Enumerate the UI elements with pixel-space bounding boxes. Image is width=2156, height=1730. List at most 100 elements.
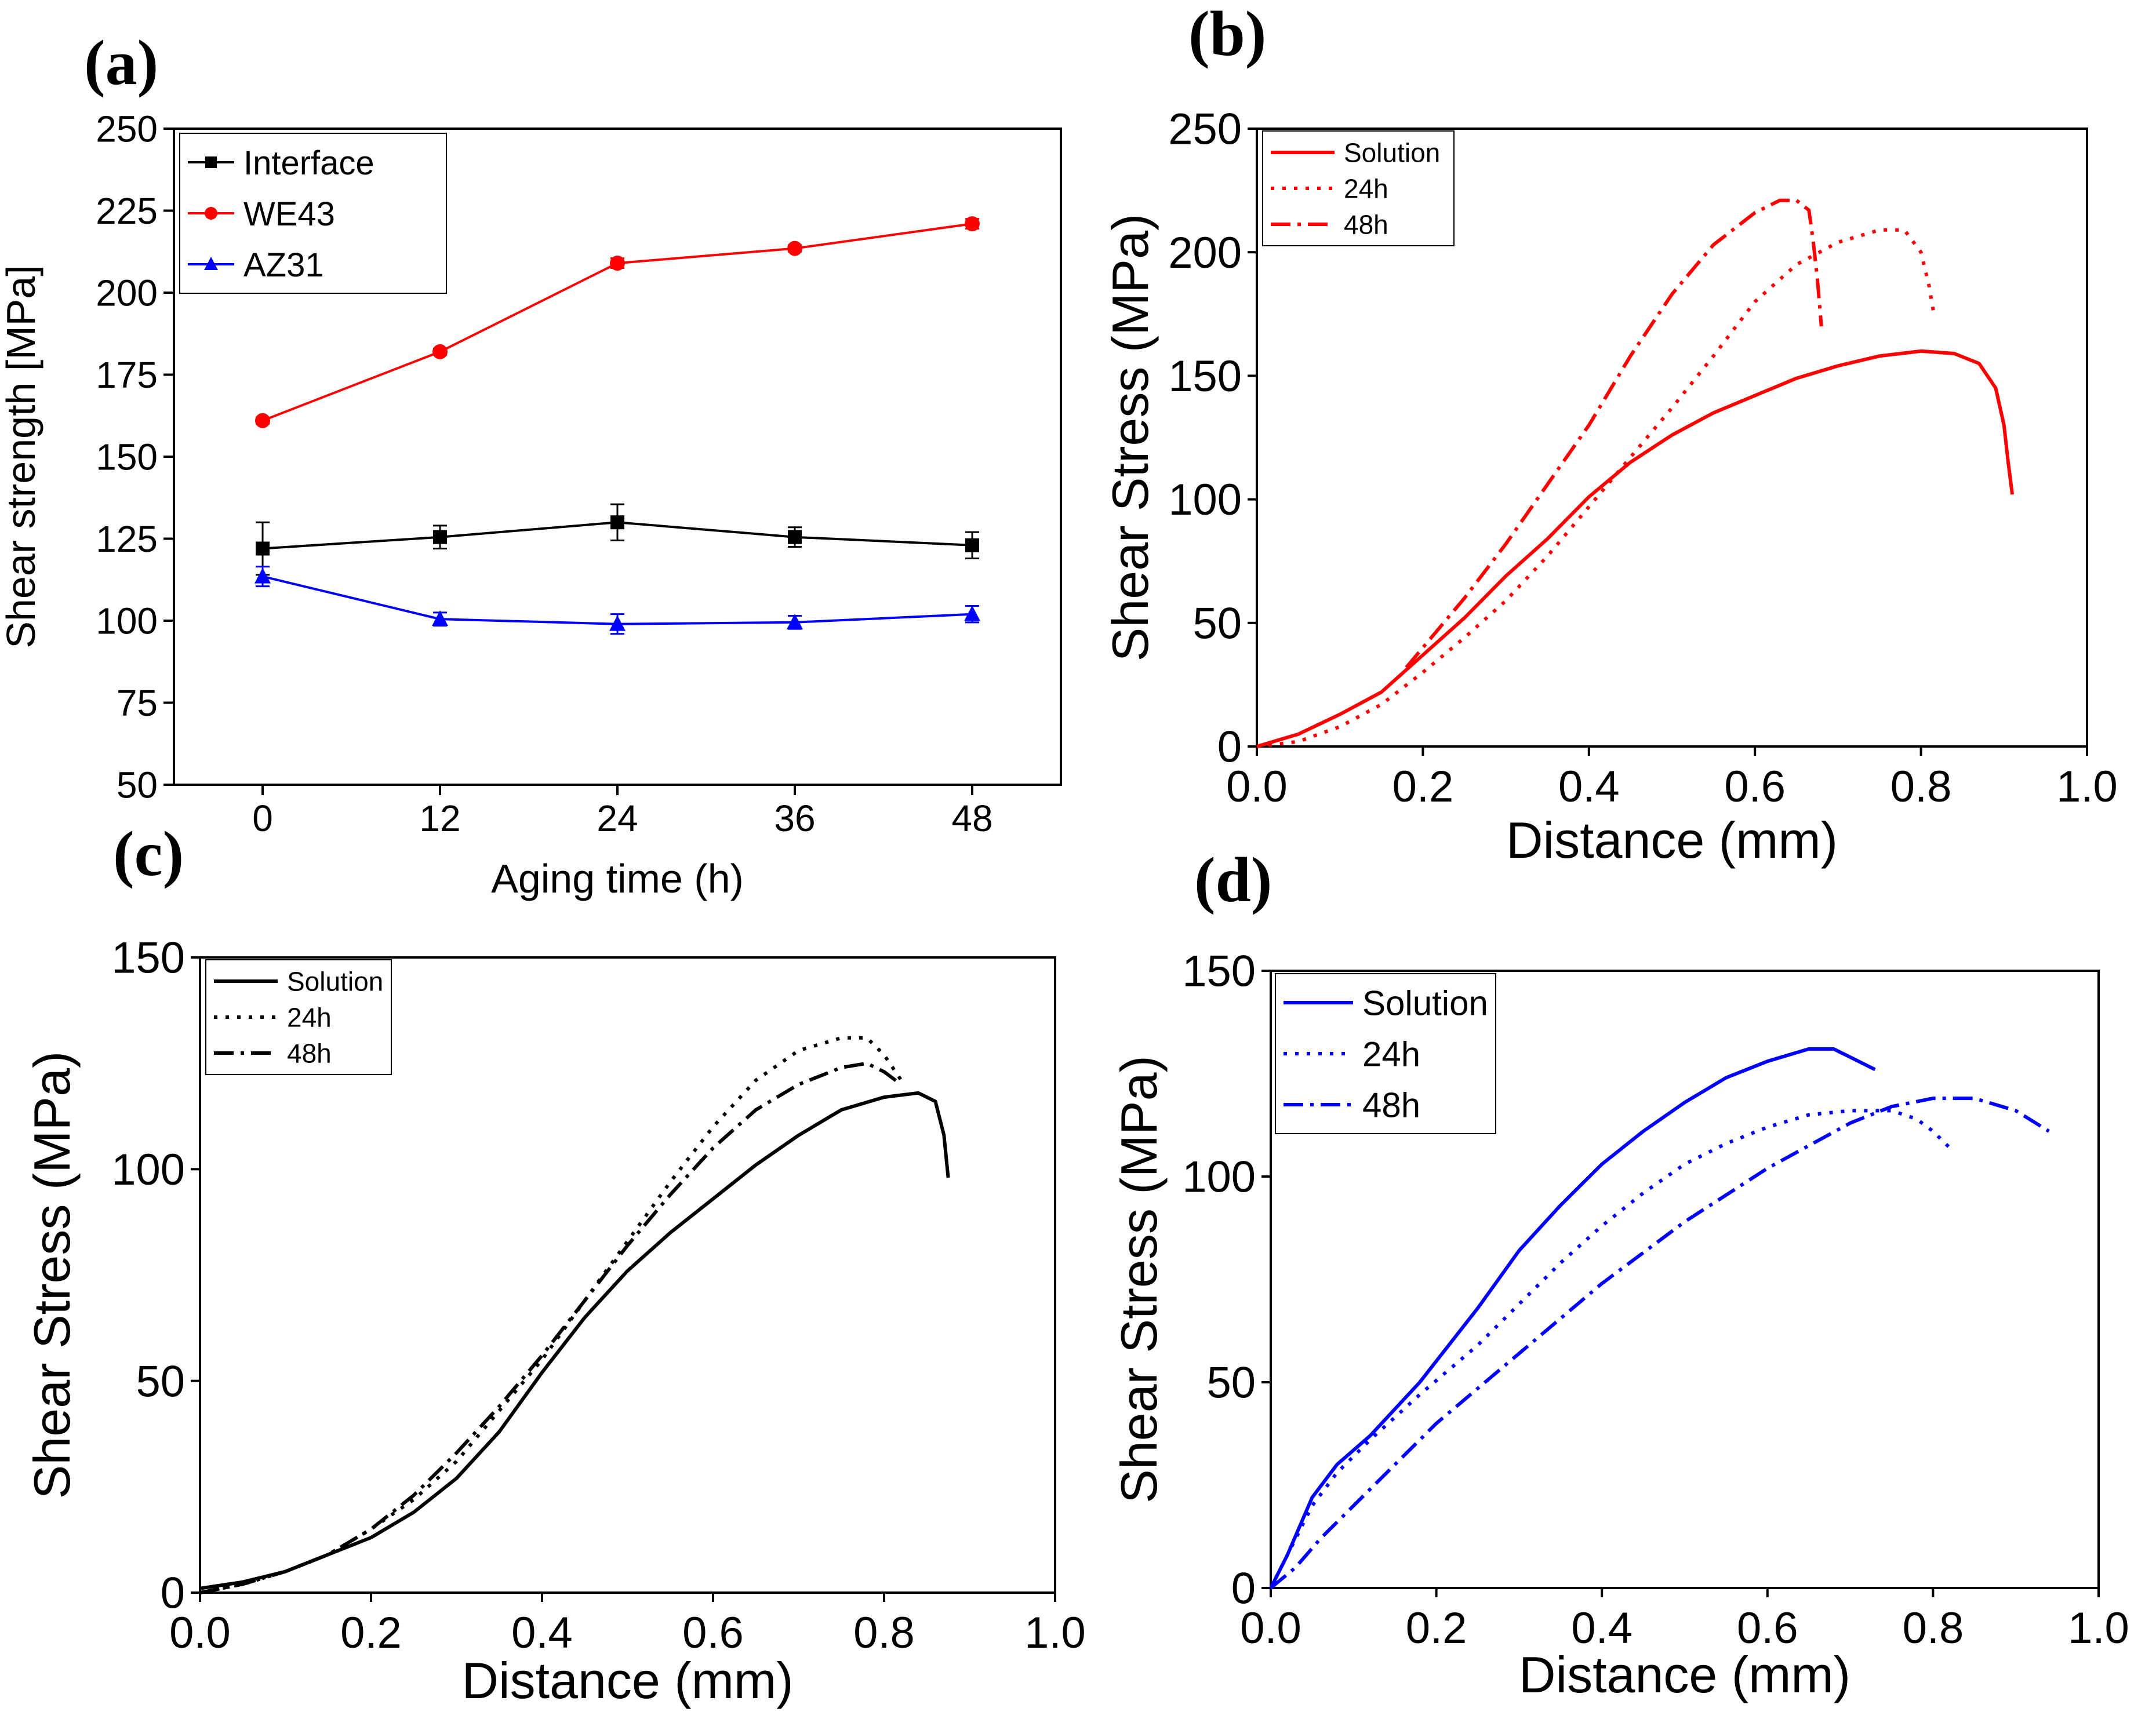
legend: Solution 24h 48h bbox=[1275, 973, 1496, 1134]
data-point bbox=[964, 605, 980, 621]
y-tick-label: 0 bbox=[161, 1569, 185, 1618]
chart-panel-c: (c) 0.0 0.2 0.4 0.6 0.8 1.0 0 50 100 150 Distance (… bbox=[23, 818, 1086, 1709]
series-solution bbox=[1269, 1047, 1876, 1589]
series-solution bbox=[199, 1091, 950, 1590]
chart-panel-d: (d) 0.0 0.2 0.4 0.6 0.8 1.0 0 50 100 150 Distance (… bbox=[1110, 844, 2129, 1703]
y-tick-label: 225 bbox=[96, 190, 158, 232]
series-48h bbox=[199, 1061, 903, 1594]
panel-label: (d) bbox=[1194, 844, 1272, 915]
series-24h bbox=[1256, 228, 1936, 748]
x-tick-label: 36 bbox=[774, 797, 815, 839]
series-line bbox=[199, 1061, 903, 1594]
series-line bbox=[1269, 1047, 1876, 1589]
legend-label: 48h bbox=[1362, 1086, 1420, 1125]
series-line bbox=[1405, 198, 1823, 669]
series-48h bbox=[1405, 198, 1823, 669]
x-tick-label: 1.0 bbox=[2068, 1604, 2129, 1653]
data-point bbox=[432, 344, 448, 359]
legend-label: 48h bbox=[1344, 210, 1388, 240]
x-tick-label: 0.4 bbox=[1558, 762, 1620, 811]
legend: Interface WE43 AZ31 bbox=[179, 133, 447, 294]
x-tick-label: 0.6 bbox=[1724, 762, 1786, 811]
data-point bbox=[787, 613, 803, 629]
legend-box bbox=[205, 959, 392, 1075]
x-tick-label: 12 bbox=[419, 797, 460, 839]
y-tick-label: 100 bbox=[96, 600, 158, 642]
data-point bbox=[432, 610, 448, 627]
data-point bbox=[787, 241, 802, 256]
y-tick-label: 125 bbox=[96, 518, 158, 560]
plot-frame bbox=[1256, 128, 2088, 748]
x-tick-label: 0.2 bbox=[340, 1608, 402, 1658]
x-axis-label: Distance (mm) bbox=[461, 1652, 793, 1709]
data-point bbox=[256, 541, 270, 556]
x-tick-label: 0.8 bbox=[1903, 1604, 1964, 1653]
series-we43 bbox=[255, 216, 980, 428]
y-tick-label: 200 bbox=[1168, 228, 1242, 278]
x-tick-label: 0.2 bbox=[1393, 762, 1454, 811]
plot-frame bbox=[199, 956, 1056, 1594]
panel-label: (b) bbox=[1188, 0, 1266, 69]
series-solution bbox=[1256, 349, 2015, 748]
y-tick-label: 75 bbox=[117, 682, 158, 724]
plot-frame bbox=[1270, 970, 2100, 1589]
data-point bbox=[610, 256, 625, 271]
legend-label: Interface bbox=[243, 144, 375, 182]
y-tick-label: 50 bbox=[1192, 599, 1242, 648]
y-tick-label: 200 bbox=[96, 272, 158, 314]
y-axis-label: Shear Stress (MPa) bbox=[1101, 214, 1159, 662]
x-axis-label: Distance (mm) bbox=[1506, 811, 1838, 869]
x-tick-label: 0.6 bbox=[1737, 1604, 1798, 1653]
series-line bbox=[1270, 1097, 2050, 1590]
x-tick-label: 0.8 bbox=[1890, 762, 1952, 811]
series-line bbox=[1269, 1109, 1951, 1589]
legend: Solution 24h 48h bbox=[1262, 130, 1455, 246]
y-axis-label: Shear Stress (MPa) bbox=[1110, 1055, 1168, 1503]
y-tick-label: 250 bbox=[96, 108, 158, 150]
legend-label: AZ31 bbox=[243, 246, 324, 284]
legend-label: Solution bbox=[1362, 984, 1488, 1023]
data-point bbox=[610, 515, 624, 530]
panel-label: (c) bbox=[113, 818, 184, 889]
legend-marker bbox=[204, 257, 218, 270]
y-tick-label: 50 bbox=[117, 764, 158, 806]
series-24h bbox=[1269, 1109, 1951, 1589]
panel-label: (a) bbox=[84, 27, 158, 98]
x-tick-label: 0 bbox=[252, 797, 273, 839]
series-line bbox=[1256, 228, 1936, 748]
chart-panel-a: (a) 0 12 24 36 48 50 75 100 125 150 175 200 225 250 Agi… bbox=[0, 27, 1062, 901]
x-tick-label: 0.0 bbox=[1226, 762, 1288, 811]
series-24h bbox=[199, 1036, 903, 1594]
data-point bbox=[255, 413, 270, 428]
y-tick-label: 150 bbox=[111, 934, 185, 983]
y-tick-label: 250 bbox=[1168, 105, 1242, 154]
data-point bbox=[965, 538, 979, 552]
series-48h bbox=[1270, 1097, 2050, 1590]
series-line bbox=[1256, 349, 2015, 748]
y-tick-label: 150 bbox=[96, 436, 158, 478]
legend-label: Solution bbox=[287, 967, 383, 997]
legend-label: Solution bbox=[1344, 138, 1440, 168]
data-point bbox=[254, 567, 271, 584]
y-tick-label: 150 bbox=[1182, 947, 1256, 996]
legend-marker bbox=[205, 207, 217, 220]
data-point bbox=[433, 530, 447, 544]
legend-label: WE43 bbox=[243, 195, 335, 233]
y-tick-label: 175 bbox=[96, 354, 158, 396]
legend: Solution 24h 48h bbox=[205, 959, 392, 1075]
y-tick-label: 100 bbox=[1168, 475, 1242, 525]
y-tick-label: 0 bbox=[1217, 723, 1242, 772]
x-tick-label: 0.8 bbox=[853, 1608, 915, 1658]
legend-label: 48h bbox=[287, 1039, 332, 1069]
legend-label: 24h bbox=[1344, 174, 1388, 204]
data-point bbox=[788, 530, 802, 544]
legend-marker bbox=[205, 156, 217, 168]
series-line bbox=[199, 1091, 950, 1590]
y-tick-label: 0 bbox=[1231, 1564, 1256, 1614]
x-tick-label: 1.0 bbox=[1024, 1608, 1086, 1658]
x-axis-label: Aging time (h) bbox=[491, 856, 744, 901]
x-tick-label: 0.4 bbox=[511, 1608, 573, 1658]
y-tick-label: 100 bbox=[111, 1145, 185, 1194]
y-tick-label: 50 bbox=[136, 1357, 185, 1406]
